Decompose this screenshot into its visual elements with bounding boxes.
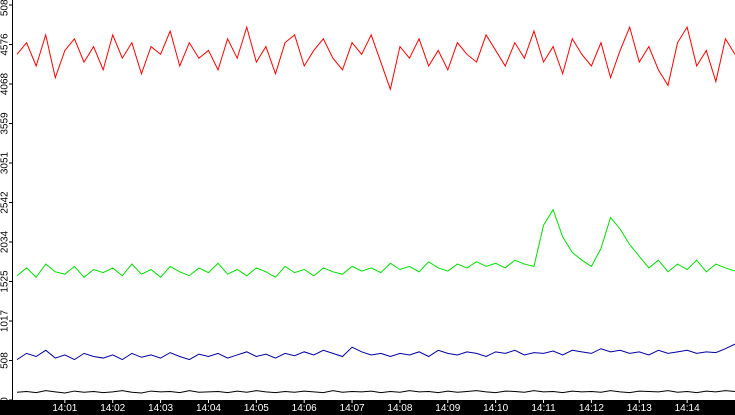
series-line	[16, 390, 735, 394]
y-tick-label: 3559	[0, 112, 11, 135]
x-tick-label: 14:09	[435, 403, 460, 414]
y-tick-label: 1017	[0, 309, 11, 332]
x-tick-label: 14:04	[196, 403, 221, 414]
x-tick-label: 14:02	[100, 403, 125, 414]
y-tick-label: 4576	[0, 33, 11, 56]
y-tick-label: 2034	[0, 230, 11, 253]
x-tick-label: 14:10	[483, 403, 508, 414]
x-tick-label: 14:12	[579, 403, 604, 414]
x-tick-label: 14:01	[52, 403, 77, 414]
x-tick-label: 14:08	[387, 403, 412, 414]
y-tick-label: 3051	[0, 151, 11, 174]
x-tick-label: 14:06	[292, 403, 317, 414]
series-line	[16, 25, 735, 92]
x-tick-label: 14:07	[340, 403, 365, 414]
x-tick-label: 14:13	[627, 403, 652, 414]
y-tick-label: 0	[0, 397, 11, 403]
x-axis-bar	[0, 400, 735, 415]
y-tick-label: 2542	[0, 191, 11, 214]
x-tick-label: 14:11	[531, 403, 556, 414]
series-line	[16, 208, 735, 279]
x-tick-label: 14:03	[148, 403, 173, 414]
y-tick-label: 5085	[0, 0, 11, 16]
x-tick-label: 14:05	[244, 403, 269, 414]
series-line	[16, 343, 735, 361]
y-tick-label: 4068	[0, 72, 11, 95]
y-tick-label: 508	[0, 352, 11, 369]
y-tick-label: 1525	[0, 270, 11, 293]
x-tick-label: 14:14	[675, 403, 700, 414]
